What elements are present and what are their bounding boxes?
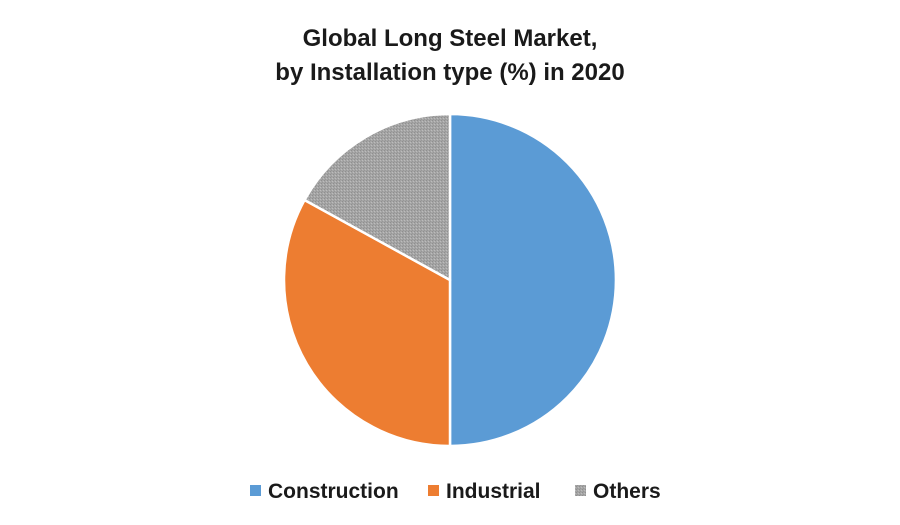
legend-label-construction: Construction — [268, 480, 399, 503]
legend-swatch-industrial — [428, 485, 439, 496]
legend-swatch-construction — [250, 485, 261, 496]
chart-title-line-2: by Installation type (%) in 2020 — [275, 59, 624, 86]
pie-slice-industrial — [282, 198, 452, 448]
legend-swatch-others — [575, 485, 586, 496]
pie-slice-construction — [448, 112, 618, 448]
legend-label-industrial: Industrial — [446, 480, 541, 503]
pie-slice-others — [303, 112, 452, 282]
pie-slices — [282, 112, 618, 448]
legend: Construction Industrial Others — [250, 480, 661, 503]
legend-label-others: Others — [593, 480, 661, 503]
chart-title-line-1: Global Long Steel Market, — [303, 25, 598, 52]
